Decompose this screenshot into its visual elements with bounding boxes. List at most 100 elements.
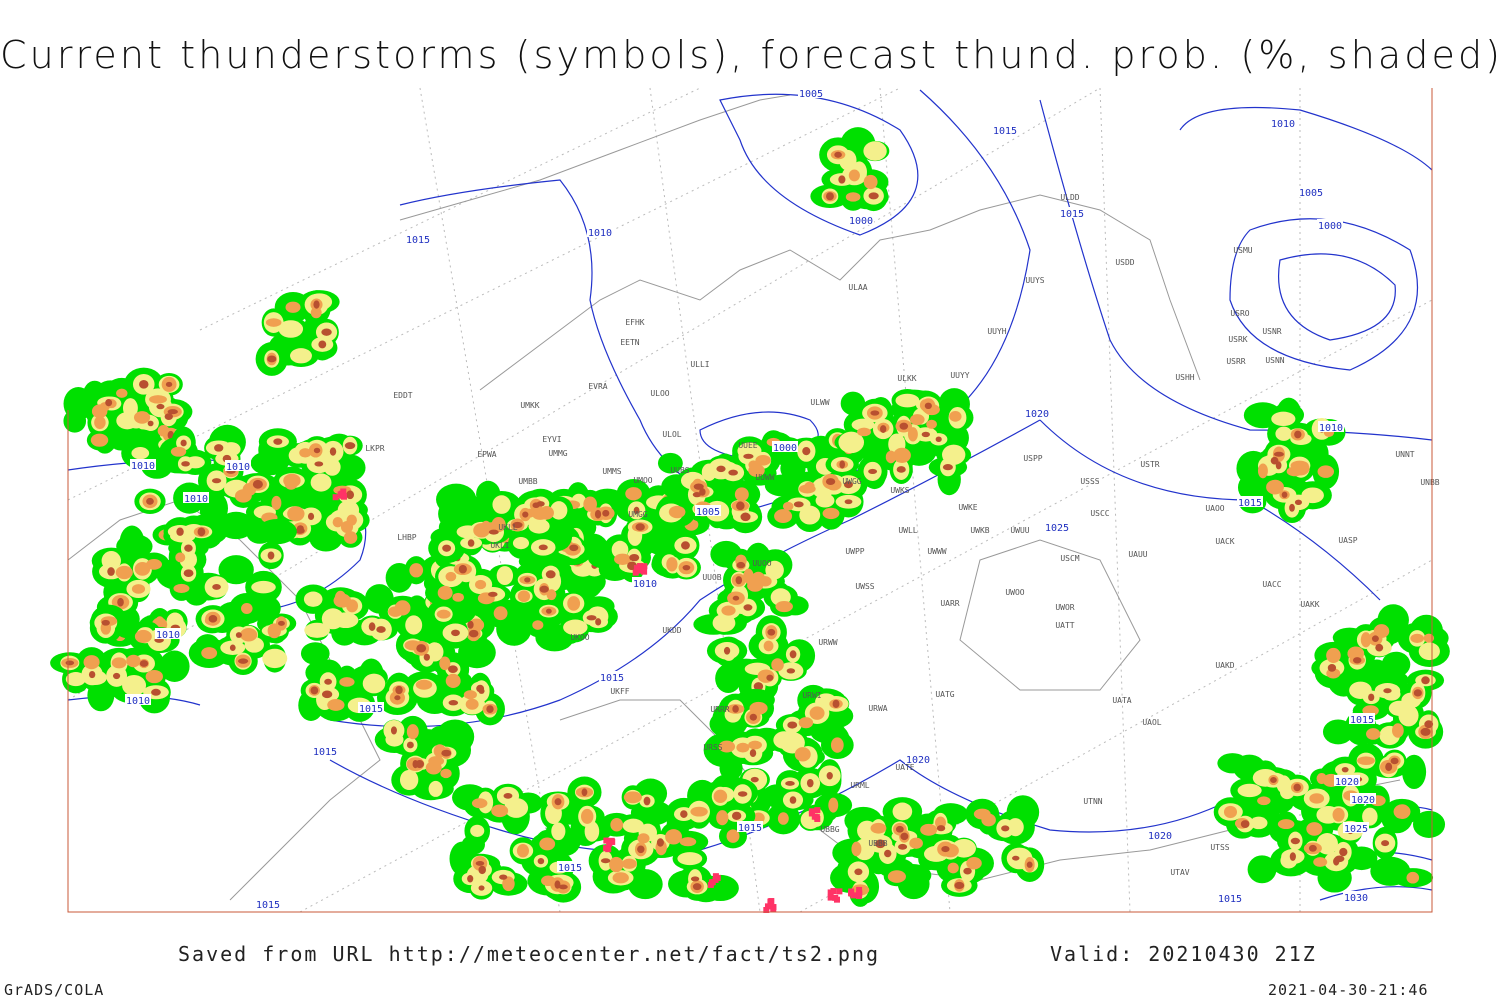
prob-shade (771, 658, 784, 672)
prob-shade (806, 778, 814, 788)
prob-shade (832, 699, 840, 709)
storm-symbol (813, 814, 820, 821)
prob-shade (492, 495, 511, 514)
prob-shade (1237, 783, 1262, 798)
prob-shade (273, 438, 283, 445)
storm-symbol (641, 568, 648, 575)
prob-shade (809, 706, 825, 720)
prob-shade (1309, 793, 1325, 804)
prob-shade (857, 427, 871, 437)
prob-shade (304, 622, 330, 638)
prob-shade (736, 742, 750, 753)
prob-shade (538, 544, 548, 551)
prob-shade (750, 776, 759, 783)
prob-shade (749, 713, 757, 721)
prob-shade (782, 501, 794, 511)
prob-shade (838, 175, 846, 184)
prob-shade (321, 690, 333, 699)
station-code: UARR (940, 599, 959, 608)
prob-shade (834, 151, 842, 158)
prob-shade (131, 447, 150, 460)
prob-shade (1423, 633, 1435, 643)
prob-shade (278, 620, 285, 626)
prob-shade (241, 602, 253, 614)
prob-shade (115, 565, 133, 580)
isobar-label-bg (1343, 822, 1369, 833)
storm-symbol (770, 906, 777, 913)
prob-shade (1385, 762, 1393, 772)
current-thunderstorms (332, 488, 863, 913)
prob-shade (240, 628, 258, 642)
prob-shade (126, 654, 141, 668)
prob-shade (612, 872, 629, 884)
prob-shade (623, 791, 642, 804)
prob-shade (1308, 844, 1317, 852)
isobar-label-bg (1059, 207, 1085, 218)
isobar-label-bg (905, 753, 931, 764)
isobar-label-bg (737, 821, 763, 832)
prob-shade (486, 705, 494, 713)
station-code: UWWW (927, 547, 946, 556)
prob-shade (1362, 807, 1378, 826)
prob-shade (736, 561, 746, 569)
prob-shade (718, 740, 736, 753)
station-code: UKLL (498, 523, 517, 532)
prob-shade (895, 825, 904, 833)
prob-shade (1360, 632, 1372, 648)
station-code: UUBS (670, 466, 689, 475)
prob-shade (300, 642, 330, 665)
prob-shade (1326, 647, 1341, 663)
prob-shade (1306, 822, 1323, 836)
prob-shade (563, 619, 588, 636)
station-code: UWUU (1010, 526, 1029, 535)
prob-shade (1398, 704, 1419, 727)
prob-shade (926, 419, 937, 429)
prob-shade (713, 789, 728, 803)
prob-shade (949, 411, 962, 422)
isobar-label: 1020 (906, 755, 930, 766)
prob-shade (875, 839, 886, 849)
prob-shade (692, 492, 702, 498)
station-code: EDDT (393, 391, 412, 400)
isobar-label: 1010 (156, 630, 180, 641)
prob-shade (94, 415, 106, 430)
prob-shade (117, 597, 124, 607)
prob-shade (863, 174, 878, 190)
prob-shade (1390, 757, 1399, 765)
prob-shade (88, 670, 96, 679)
prob-shade (116, 388, 128, 398)
prob-shade (920, 823, 938, 836)
station-code: USSS (1080, 477, 1099, 486)
prob-shade (473, 523, 490, 538)
prob-shade (726, 829, 740, 843)
prob-shade (635, 523, 645, 531)
prob-shade (415, 679, 433, 690)
prob-shade (173, 583, 190, 593)
station-code: URSS (703, 743, 722, 752)
station-code: UKFF (610, 687, 629, 696)
prob-shade (935, 436, 942, 443)
prob-shade (346, 490, 355, 500)
prob-shade (164, 413, 173, 420)
prob-shade (583, 496, 597, 512)
prob-shade (545, 570, 556, 579)
prob-shade (335, 454, 366, 481)
storm-symbol (768, 898, 775, 905)
prob-shade (458, 564, 467, 574)
prob-shade (910, 414, 925, 426)
prob-shade (1271, 411, 1296, 427)
station-code: UWKS (890, 486, 909, 495)
prob-shade (467, 875, 474, 883)
prob-shade (165, 381, 173, 387)
isobar-label: 1015 (1060, 209, 1084, 220)
prob-shade (238, 658, 249, 664)
station-code: UATG (935, 690, 954, 699)
map-frame (67, 88, 1433, 913)
station-code: USRO (1230, 309, 1249, 318)
prob-shade (176, 527, 184, 536)
station-code: UUYH (987, 327, 1006, 336)
prob-shade (981, 813, 996, 827)
prob-shade (465, 698, 479, 710)
prob-shade (1012, 855, 1020, 861)
prob-shade (287, 506, 305, 522)
